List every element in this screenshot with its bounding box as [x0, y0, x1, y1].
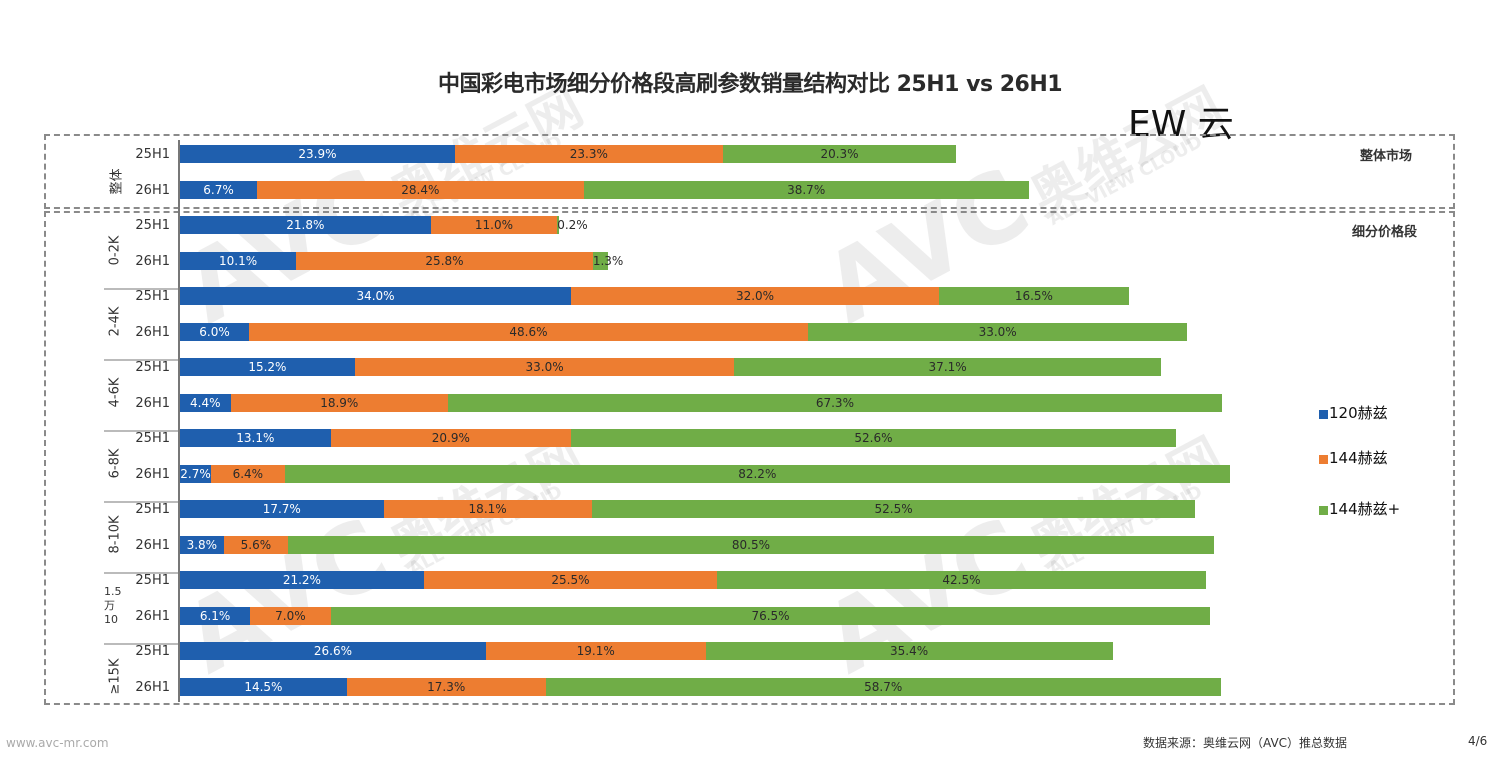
legend-label: 120赫兹 [1329, 404, 1388, 422]
bar-segment-144hz-plus: 80.5% [288, 535, 1214, 554]
price-segment-box [44, 211, 1455, 705]
bar-segment-144hz-plus: 52.5% [591, 500, 1196, 518]
bar-segment-120hz: 6.0% [180, 322, 249, 341]
bar-segment-144hz: 25.5% [423, 571, 718, 589]
period-label: 25H1 [135, 289, 170, 304]
bar-segment-144hz-plus: 42.5% [717, 571, 1206, 589]
period-label: 26H1 [135, 679, 170, 695]
period-label: 26H1 [135, 395, 170, 411]
legend-swatch [1319, 455, 1328, 464]
bar-segment-144hz-plus: 37.1% [734, 358, 1161, 376]
bar-segment-120hz: 34.0% [180, 287, 571, 305]
bar-segment-144hz: 7.0% [250, 606, 331, 625]
period-label: 26H1 [135, 324, 170, 340]
group-separator [104, 430, 178, 432]
bar-segment-144hz: 11.0% [430, 216, 558, 234]
bar-segment-120hz: 6.1% [180, 606, 251, 625]
legend-label: 144赫兹 [1329, 449, 1388, 467]
group-label-line: 1.5 [104, 584, 122, 598]
price-segment-label: 细分价格段 [1352, 225, 1418, 240]
overall-market-box [44, 134, 1455, 209]
bar-segment-120hz: 10.1% [180, 251, 297, 270]
bar-segment-144hz: 6.4% [211, 464, 285, 483]
bar-segment-144hz: 20.9% [330, 429, 571, 447]
bar-segment-144hz-plus: 76.5% [330, 606, 1211, 625]
bar-segment-120hz: 14.5% [180, 677, 347, 696]
group-separator [104, 359, 178, 361]
overall-market-label: 整体市场 [1360, 149, 1413, 164]
bar-segment-120hz: 17.7% [180, 500, 384, 518]
bar-segment-120hz: 21.2% [180, 571, 424, 589]
group-label: 整体 [109, 168, 125, 195]
group-separator [104, 572, 178, 574]
legend-swatch [1319, 506, 1328, 515]
corner-text: EW 云 [1128, 104, 1234, 145]
group-separator [104, 501, 178, 503]
group-label: ≥15K [107, 658, 123, 695]
group-label: 6-8K [107, 448, 123, 479]
bar-segment-144hz-plus: 35.4% [705, 642, 1113, 660]
group-label-line: 万 [104, 598, 115, 612]
period-label: 26H1 [135, 537, 170, 553]
group-label: 1.5 万 10 [104, 585, 134, 627]
bar-segment-144hz: 23.3% [454, 145, 723, 163]
bar-segment-144hz: 5.6% [223, 535, 289, 554]
group-label: 0-2K [107, 235, 123, 266]
period-label: 25H1 [135, 360, 170, 375]
group-label: 8-10K [107, 515, 123, 554]
legend-swatch [1319, 410, 1328, 419]
bar-segment-144hz: 48.6% [249, 322, 808, 341]
chart-axis-line [178, 140, 180, 702]
data-source: 数据来源：奥维云网（AVC）推总数据 [1143, 736, 1348, 750]
bar-segment-144hz-plus: 67.3% [447, 393, 1222, 412]
group-label: 4-6K [107, 377, 123, 408]
period-label: 25H1 [135, 218, 170, 233]
bar-segment-144hz: 18.9% [230, 393, 448, 412]
bar-segment-120hz: 21.8% [180, 216, 431, 234]
bar-segment-144hz: 19.1% [485, 642, 706, 660]
bar-segment-144hz-plus: 16.5% [939, 287, 1129, 305]
website-text: www.avc-mr.com [6, 736, 109, 750]
bar-segment-144hz-plus: 20.3% [722, 145, 957, 163]
period-label: 25H1 [135, 502, 170, 517]
bar-segment-120hz: 2.7% [180, 464, 212, 483]
period-label: 26H1 [135, 253, 170, 269]
bar-segment-120hz: 13.1% [180, 429, 331, 447]
bar-segment-144hz: 33.0% [354, 358, 735, 376]
group-separator [104, 288, 178, 290]
page-number: 4/6 [1468, 734, 1488, 748]
bar-segment-144hz: 32.0% [571, 287, 939, 305]
group-label: 2-4K [107, 306, 123, 337]
bar-segment-144hz: 17.3% [346, 677, 546, 696]
bar-segment-120hz: 6.7% [180, 180, 258, 199]
period-label: 26H1 [135, 608, 170, 624]
bar-segment-120hz: 26.6% [180, 642, 486, 660]
bar-segment-144hz: 25.8% [296, 251, 593, 270]
period-label: 25H1 [135, 147, 170, 162]
group-separator [104, 643, 178, 645]
bar-segment-144hz-plus: 52.6% [571, 429, 1176, 447]
bar-segment-144hz-plus: 33.0% [807, 322, 1188, 341]
bar-segment-144hz-plus: 0.2% [557, 216, 588, 234]
period-label: 26H1 [135, 182, 170, 198]
bar-segment-144hz: 28.4% [257, 180, 584, 199]
bar-segment-120hz: 3.8% [180, 535, 224, 554]
period-label: 25H1 [135, 573, 170, 588]
bar-segment-120hz: 15.2% [180, 358, 355, 376]
period-label: 26H1 [135, 466, 170, 482]
bar-segment-144hz-plus: 38.7% [583, 180, 1029, 199]
legend-label: 144赫兹+ [1329, 500, 1401, 518]
period-label: 25H1 [135, 644, 170, 659]
bar-segment-144hz-plus: 1.3% [592, 251, 624, 270]
bar-segment-120hz: 4.4% [180, 393, 231, 412]
bar-segment-120hz: 23.9% [180, 145, 455, 163]
group-label-line: 10 [104, 612, 118, 626]
chart-title: 中国彩电市场细分价格段高刷参数销量结构对比 25H1 vs 26H1 [437, 72, 1063, 97]
bar-segment-144hz-plus: 58.7% [545, 677, 1221, 696]
bar-segment-144hz-plus: 82.2% [284, 464, 1230, 483]
bar-segment-144hz: 18.1% [383, 500, 592, 518]
period-label: 25H1 [135, 431, 170, 446]
